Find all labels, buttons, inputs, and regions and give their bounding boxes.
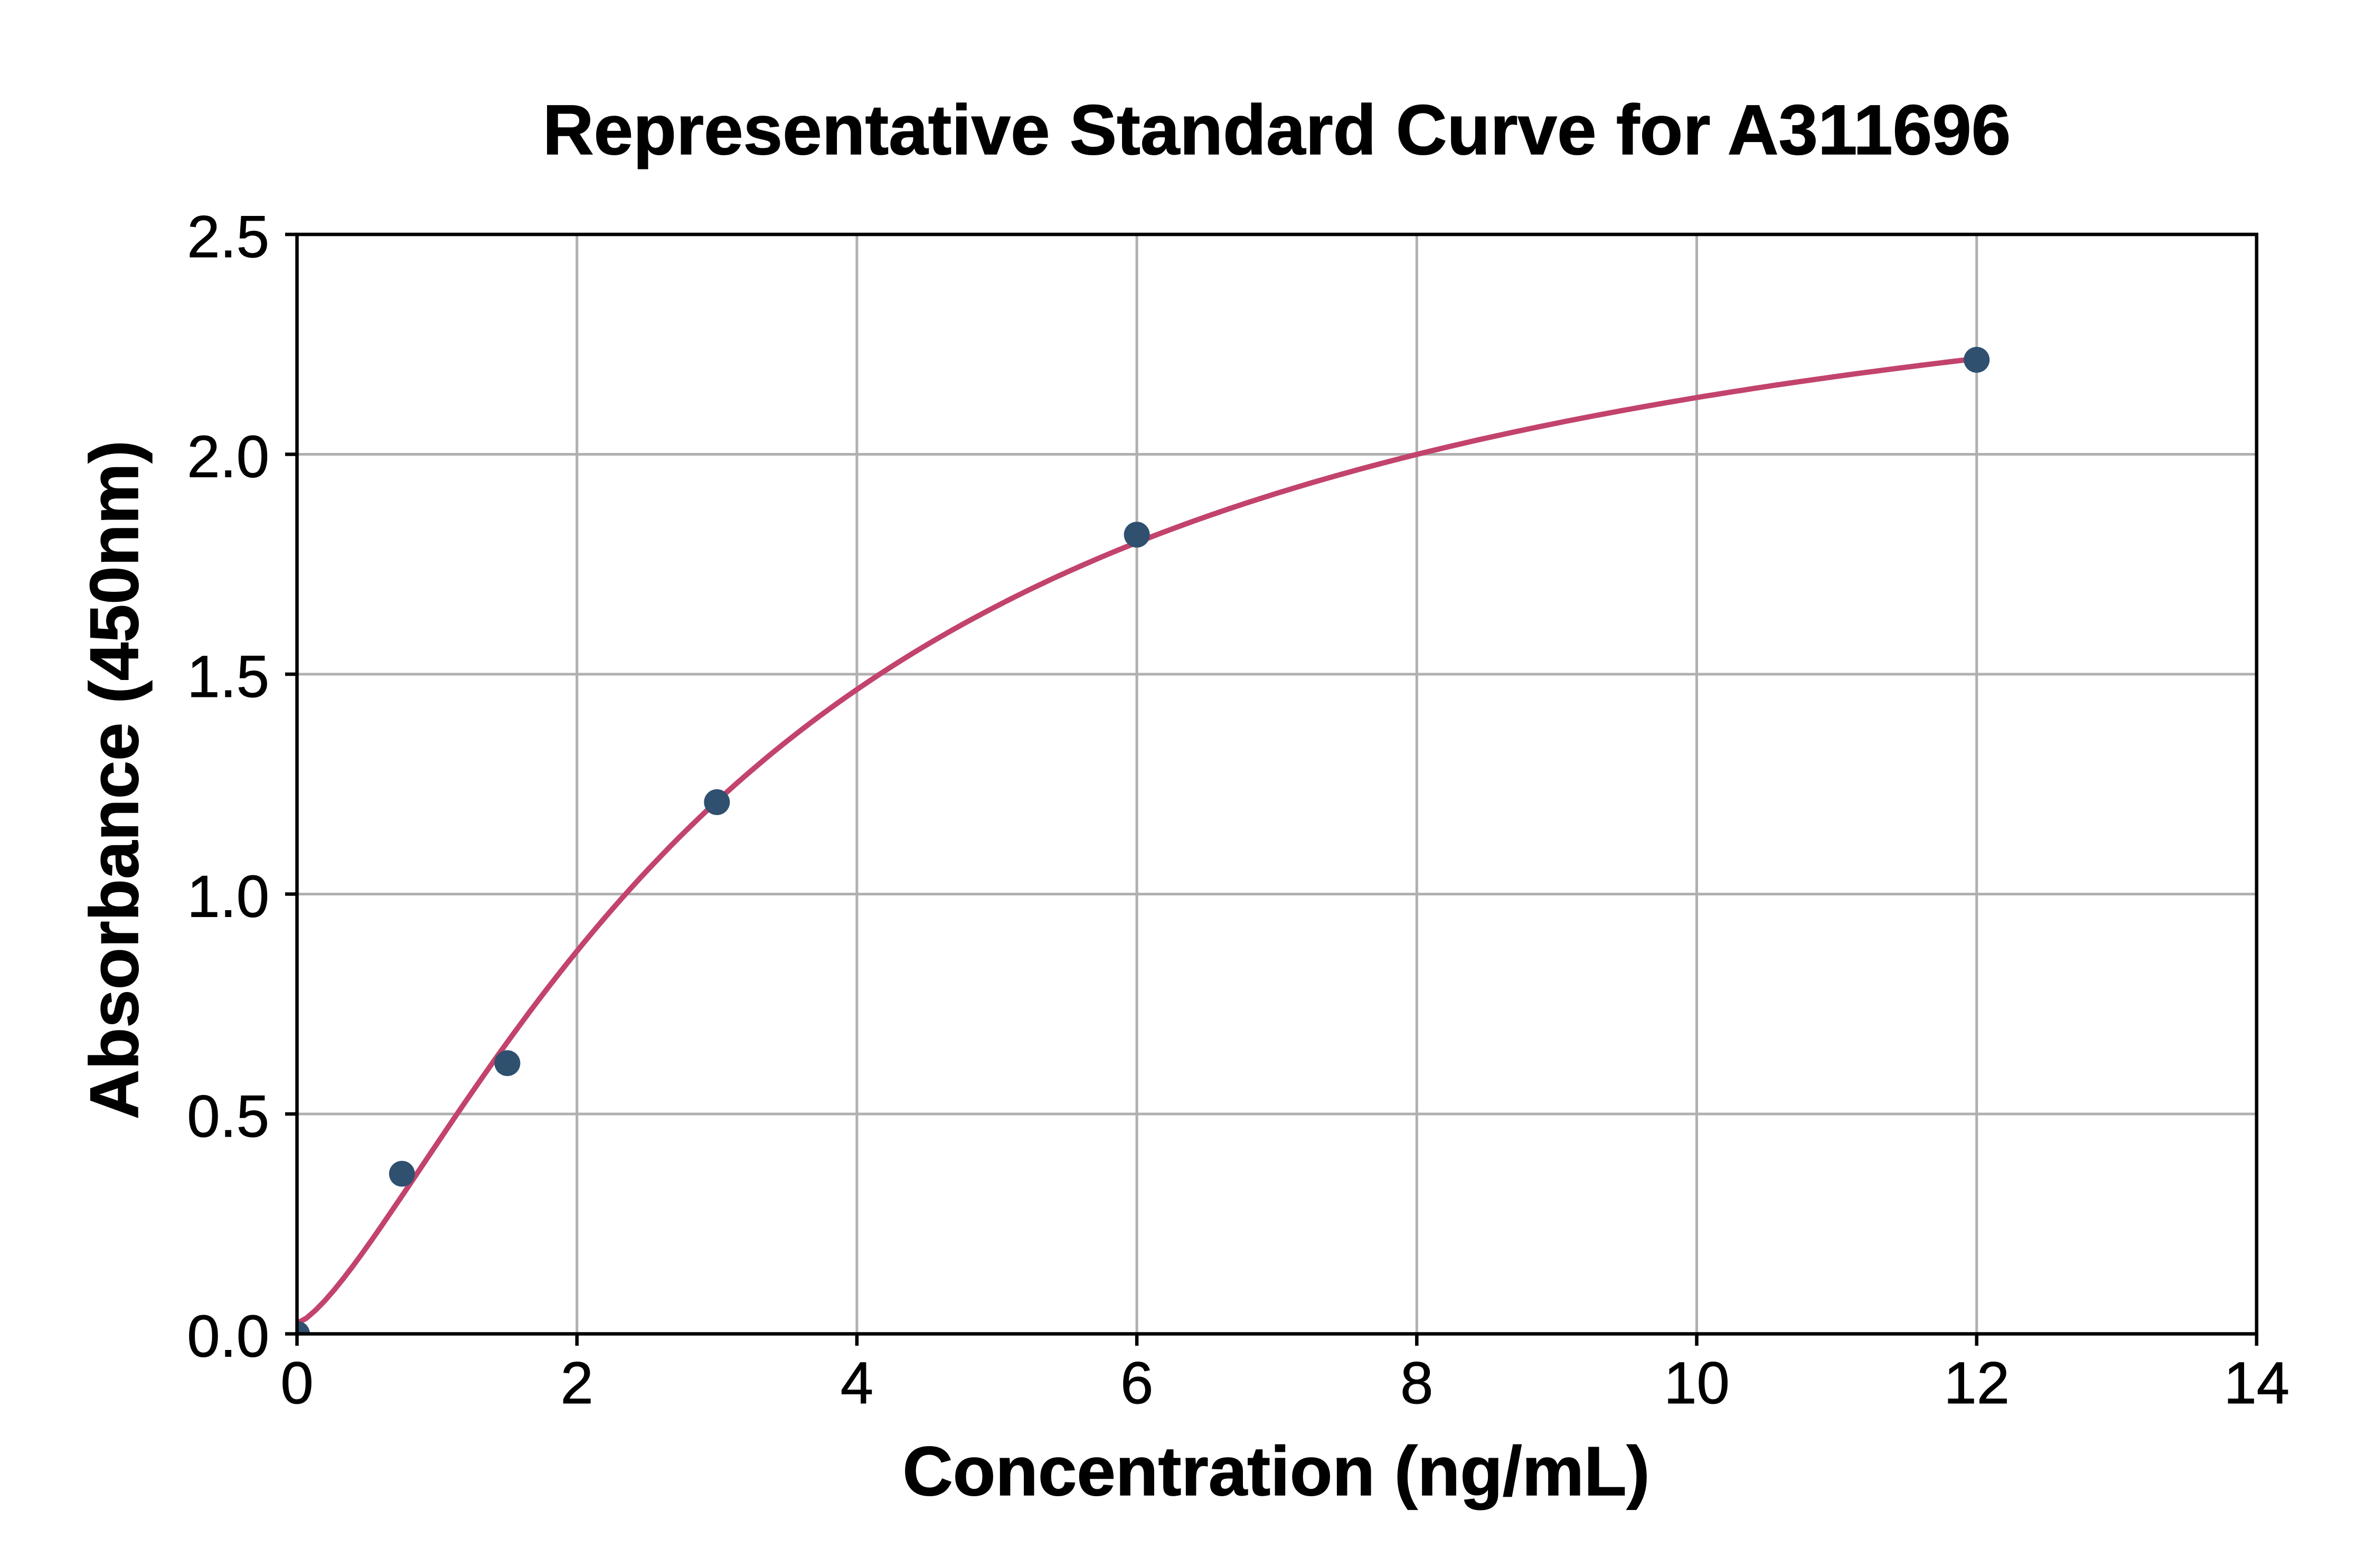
svg-text:1.5: 1.5 — [187, 644, 269, 710]
svg-text:12: 12 — [1944, 1350, 2010, 1416]
svg-text:8: 8 — [1400, 1350, 1433, 1416]
svg-text:2.0: 2.0 — [187, 424, 269, 490]
svg-text:14: 14 — [2224, 1350, 2290, 1416]
svg-text:0.5: 0.5 — [187, 1083, 269, 1149]
svg-text:Representative Standard Curve: Representative Standard Curve for A31169… — [543, 91, 2011, 169]
svg-text:2: 2 — [561, 1350, 593, 1416]
svg-text:0: 0 — [280, 1350, 313, 1416]
svg-text:6: 6 — [1120, 1350, 1153, 1416]
svg-text:0.0: 0.0 — [187, 1303, 269, 1369]
svg-text:Concentration (ng/mL): Concentration (ng/mL) — [902, 1432, 1649, 1510]
svg-text:Absorbance (450nm): Absorbance (450nm) — [76, 440, 153, 1119]
svg-text:2.5: 2.5 — [187, 204, 269, 270]
svg-text:10: 10 — [1664, 1350, 1730, 1416]
svg-text:1.0: 1.0 — [187, 864, 269, 930]
svg-text:4: 4 — [841, 1350, 873, 1416]
